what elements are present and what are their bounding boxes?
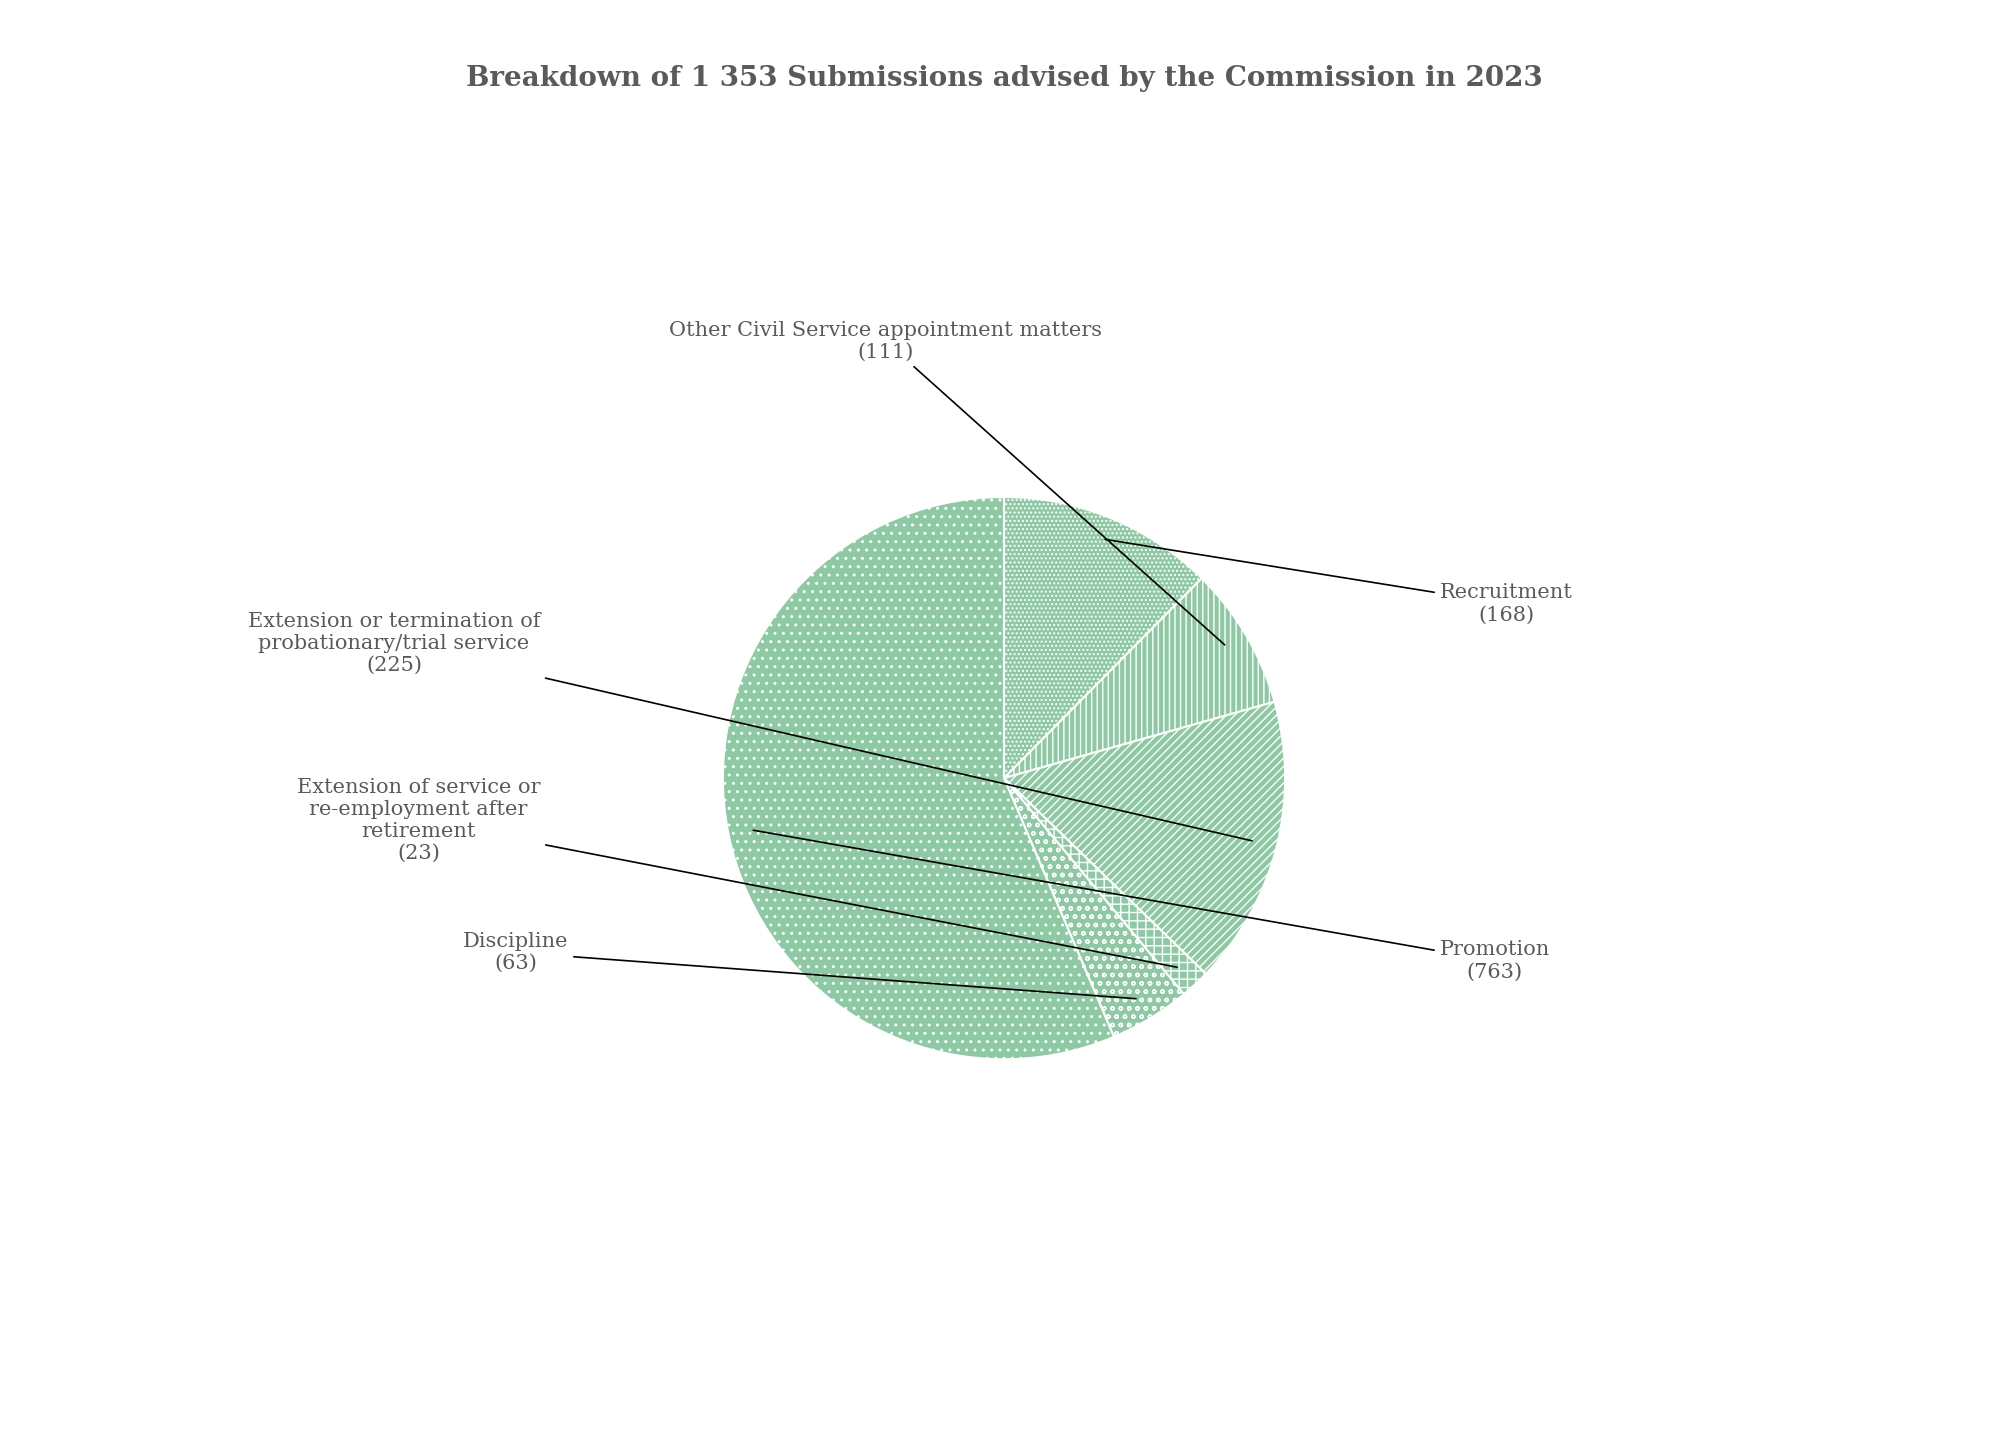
Text: Promotion
(763): Promotion (763)	[753, 830, 1549, 981]
Text: Recruitment
(168): Recruitment (168)	[1104, 539, 1571, 624]
Wedge shape	[1004, 702, 1284, 974]
Wedge shape	[1004, 778, 1184, 1038]
Text: Breakdown of 1 353 Submissions advised by the Commission in 2023: Breakdown of 1 353 Submissions advised b…	[466, 65, 1541, 92]
Text: Extension or termination of
probationary/trial service
(225): Extension or termination of probationary…	[247, 611, 1252, 840]
Wedge shape	[1004, 578, 1274, 778]
Wedge shape	[723, 497, 1114, 1059]
Text: Other Civil Service appointment matters
(111): Other Civil Service appointment matters …	[668, 321, 1224, 646]
Text: Discipline
(63): Discipline (63)	[462, 932, 1136, 999]
Wedge shape	[1004, 497, 1200, 778]
Wedge shape	[1004, 778, 1206, 994]
Text: Extension of service or
re-employment after
retirement
(23): Extension of service or re-employment af…	[297, 778, 1176, 967]
